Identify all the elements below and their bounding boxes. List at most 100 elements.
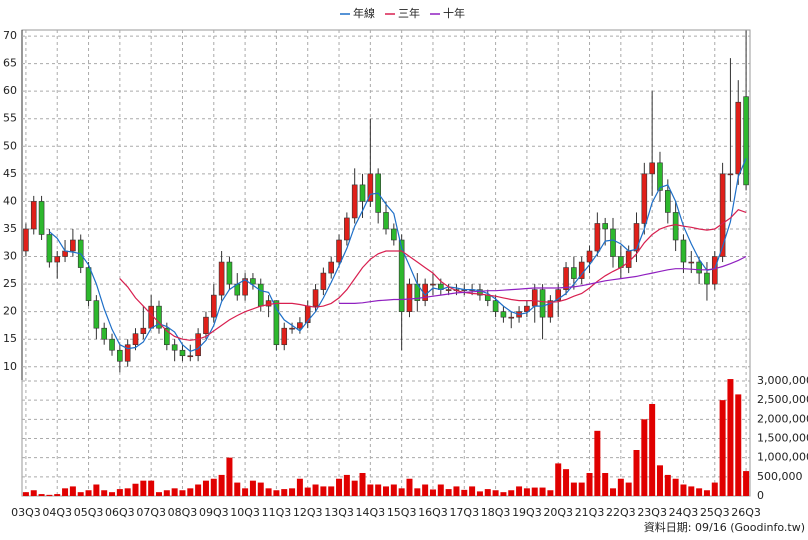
plot-frame [21,29,751,497]
volume-bar [375,484,382,496]
volume-bar [656,465,663,496]
candle-body [735,101,742,175]
candle-body [625,250,632,268]
legend-label: 三年 [398,6,420,20]
candle-body [524,305,530,312]
volume-bar [555,463,562,496]
volume-bar [163,490,170,496]
candle-body [62,250,68,257]
x-tick-label: 04Q3 [42,506,72,519]
x-tick-label: 25Q3 [700,506,730,519]
x-tick-label: 23Q3 [637,506,667,519]
volume-bar [281,489,288,496]
candle-body [633,223,640,252]
candle-body [430,283,436,286]
candle-body [477,289,483,296]
volume-tick-label: 2,000,000 [757,412,808,425]
candle-body [70,239,76,252]
volume-bar [383,486,389,496]
candle-body [265,300,272,307]
x-tick-label: 26Q3 [731,506,761,519]
x-tick-label: 20Q3 [543,506,573,519]
x-tick-label: 18Q3 [481,506,511,519]
volume-tick-label: 3,000,000 [757,374,808,387]
volume-bar [359,472,366,496]
volume-bar [367,484,374,496]
volume-bar [210,478,217,496]
volume-bar [531,487,538,496]
volume-bar [124,488,131,496]
candle-body [210,294,217,318]
volume-bar [343,474,350,496]
volume-bar [132,483,139,496]
candle-body [171,344,178,351]
volume-bar [195,484,202,496]
candle-body [539,289,546,318]
candle-body [226,261,233,285]
volume-bar [265,488,272,496]
volume-bar [406,478,413,496]
candle-body [704,272,710,285]
volume-bar [617,478,624,496]
volume-bar [469,486,476,496]
x-tick-label: 16Q3 [418,506,448,519]
volume-bar [437,484,444,496]
candle-body [289,327,295,330]
volume-bar [38,494,45,496]
volume-bar [155,492,162,496]
candle-body [179,349,186,357]
x-tick-label: 13Q3 [324,506,354,519]
candle-body [594,223,601,252]
x-tick-label: 06Q3 [105,506,135,519]
x-tick-label: 19Q3 [512,506,542,519]
candle-body [359,184,366,202]
volume-tick-label: 0 [757,489,764,502]
candle-body [688,261,695,264]
x-tick-label: 12Q3 [293,506,323,519]
volume-bar [500,492,507,496]
volume-bar [523,488,530,496]
volume-bar [234,482,241,496]
volume-bar [696,488,703,496]
volume-bar [492,490,499,496]
volume-bar [62,488,69,496]
volume-tick-label: 1,500,000 [757,431,808,444]
volume-bar [109,492,116,496]
volume-bar [328,486,335,496]
candle-body [696,261,702,274]
volume-bar [610,488,617,496]
x-tick-label: 03Q3 [11,506,41,519]
volume-bar [563,469,570,496]
candle-body [320,272,327,290]
volume-bar [664,474,671,496]
volume-bar [101,490,108,496]
candle-body [38,201,45,235]
x-tick-label: 14Q3 [356,506,386,519]
candle-body [85,267,92,301]
volume-bar [304,487,311,496]
volume-bar [539,487,546,496]
candle-body [250,278,256,285]
x-tick-label: 09Q3 [199,506,229,519]
candle-body [649,162,655,175]
ma-line [339,255,747,304]
candle-body [124,344,131,362]
candle-body [665,190,671,213]
volume-bar [242,488,249,496]
candle-body [445,289,452,291]
volume-tick-label: 1,000,000 [757,451,808,464]
candle-body [398,239,405,312]
y-tick-label: 30 [3,250,17,263]
candle-body [531,289,538,307]
volume-bar [484,489,491,496]
footnote: 資料日期: 09/16 (Goodinfo.tw) [644,520,805,534]
volume-bar [625,482,632,496]
y-tick-label: 40 [3,194,17,207]
volume-bar [641,419,648,496]
x-tick-label: 08Q3 [168,506,198,519]
volume-bar [594,430,601,496]
candle-body [500,311,507,318]
volume-bar [445,489,452,496]
candle-body [140,327,147,335]
